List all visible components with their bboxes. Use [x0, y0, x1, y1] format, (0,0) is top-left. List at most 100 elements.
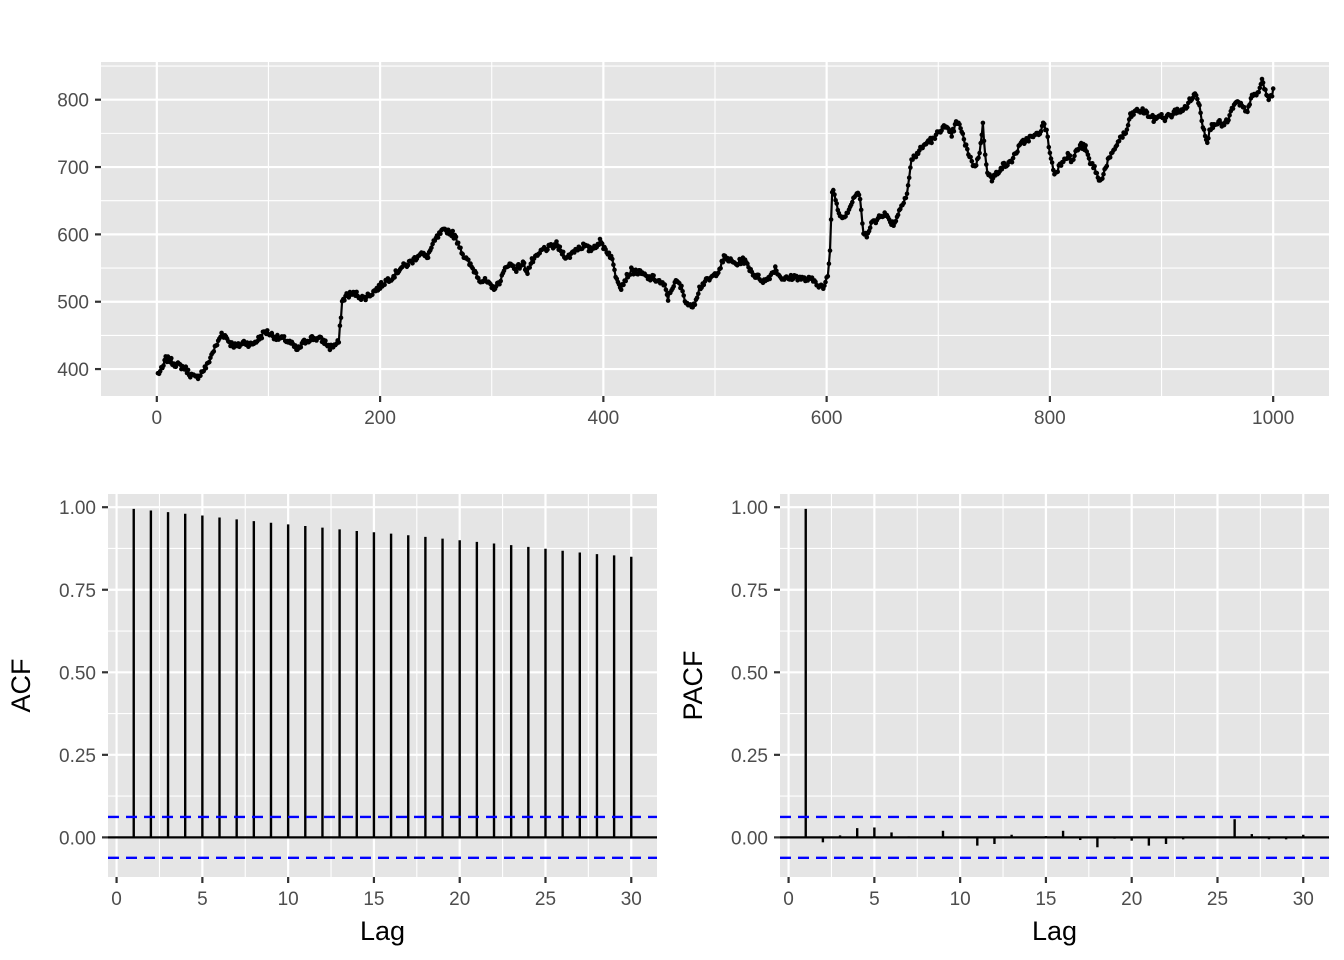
x-tick-label: 30	[621, 889, 642, 910]
series-point	[185, 367, 191, 373]
series-point	[1094, 170, 1100, 176]
series-point	[1071, 157, 1076, 162]
series-point	[960, 131, 966, 137]
series-point	[1015, 149, 1020, 154]
series-point	[198, 373, 203, 379]
series-point	[1044, 127, 1049, 133]
series-point	[893, 218, 899, 224]
series-point	[554, 239, 559, 244]
series-point	[560, 249, 566, 255]
series-point	[450, 228, 456, 234]
series-point	[1114, 142, 1120, 148]
series-point	[1144, 110, 1150, 115]
series-point	[1076, 146, 1082, 151]
series-point	[1010, 155, 1016, 161]
series-point	[527, 265, 532, 270]
series-point	[183, 364, 189, 370]
series-point	[354, 289, 359, 295]
series-point	[1009, 159, 1015, 165]
series-point	[1263, 87, 1268, 92]
series-point	[718, 265, 723, 271]
series-point	[1193, 93, 1199, 98]
series-point	[458, 245, 463, 251]
series-point	[1067, 153, 1073, 158]
series-point	[788, 272, 794, 278]
series-point	[382, 282, 387, 288]
series-point	[1259, 76, 1265, 82]
series-point	[161, 363, 166, 368]
series-point	[906, 175, 912, 180]
series-point	[831, 187, 836, 193]
series-point	[557, 244, 563, 250]
series-point	[957, 122, 962, 127]
series-point	[1049, 160, 1055, 165]
y-tick-label: 0.25	[59, 746, 96, 767]
y-tick-label: 800	[57, 91, 89, 112]
series-point	[981, 138, 987, 144]
series-point	[745, 261, 750, 267]
series-point	[338, 315, 344, 321]
series-point	[281, 334, 287, 339]
series-point	[1226, 117, 1231, 123]
series-point	[612, 267, 617, 273]
series-point	[864, 234, 870, 240]
y-tick-label: 1.00	[59, 498, 96, 519]
series-point	[1190, 95, 1196, 101]
series-point	[651, 273, 656, 278]
series-point	[1101, 171, 1106, 177]
series-point	[913, 154, 919, 160]
series-point	[858, 207, 864, 213]
series-point	[980, 120, 986, 126]
x-tick-label: 30	[1293, 889, 1314, 910]
series-point	[681, 293, 686, 298]
series-point	[1047, 150, 1053, 156]
series-point	[1045, 134, 1050, 140]
series-point	[1046, 144, 1052, 150]
x-tick-label: 1000	[1252, 408, 1294, 429]
series-point	[963, 142, 969, 147]
series-point	[1260, 80, 1266, 85]
x-tick-label: 15	[363, 889, 384, 910]
series-point	[1256, 89, 1261, 95]
series-point	[1125, 122, 1131, 128]
series-point	[680, 289, 685, 294]
series-point	[405, 262, 411, 268]
series-point	[453, 234, 459, 240]
series-point	[1123, 130, 1129, 136]
series-point	[694, 295, 700, 301]
series-point	[259, 335, 265, 341]
series-point	[663, 287, 669, 293]
series-point	[696, 291, 701, 297]
x-tick-label: 0	[783, 889, 794, 910]
series-point	[965, 146, 970, 152]
series-point	[825, 274, 831, 279]
series-point	[822, 283, 827, 289]
series-point	[856, 192, 862, 198]
series-point	[1085, 152, 1091, 157]
y-tick-label: 400	[57, 360, 89, 381]
series-point	[429, 245, 434, 250]
y-tick-label: 1.00	[731, 498, 768, 519]
series-point	[1206, 135, 1211, 141]
x-tick-label: 600	[811, 408, 843, 429]
series-point	[982, 152, 988, 158]
series-point	[969, 158, 975, 164]
series-point	[692, 302, 698, 308]
series-point	[834, 201, 839, 206]
y-tick-label: 500	[57, 293, 89, 314]
x-tick-label: 0	[152, 408, 163, 429]
series-point	[207, 359, 212, 365]
x-tick-label: 20	[1121, 889, 1142, 910]
x-tick-label: 20	[449, 889, 470, 910]
series-point	[1230, 106, 1236, 111]
series-point	[976, 155, 981, 160]
series-point	[671, 284, 676, 289]
series-point	[1104, 163, 1110, 169]
series-point	[977, 150, 982, 156]
series-point	[910, 157, 915, 162]
series-point	[756, 272, 761, 278]
series-point	[984, 162, 989, 167]
series-point	[665, 298, 671, 303]
series-point	[767, 276, 772, 282]
